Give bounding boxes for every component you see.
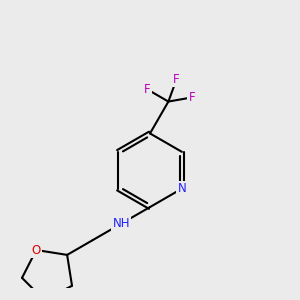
Text: N: N — [178, 182, 186, 195]
Text: NH: NH — [112, 217, 130, 230]
Text: F: F — [189, 91, 195, 104]
Text: F: F — [144, 83, 151, 96]
Text: O: O — [32, 244, 41, 256]
Text: F: F — [173, 73, 180, 85]
